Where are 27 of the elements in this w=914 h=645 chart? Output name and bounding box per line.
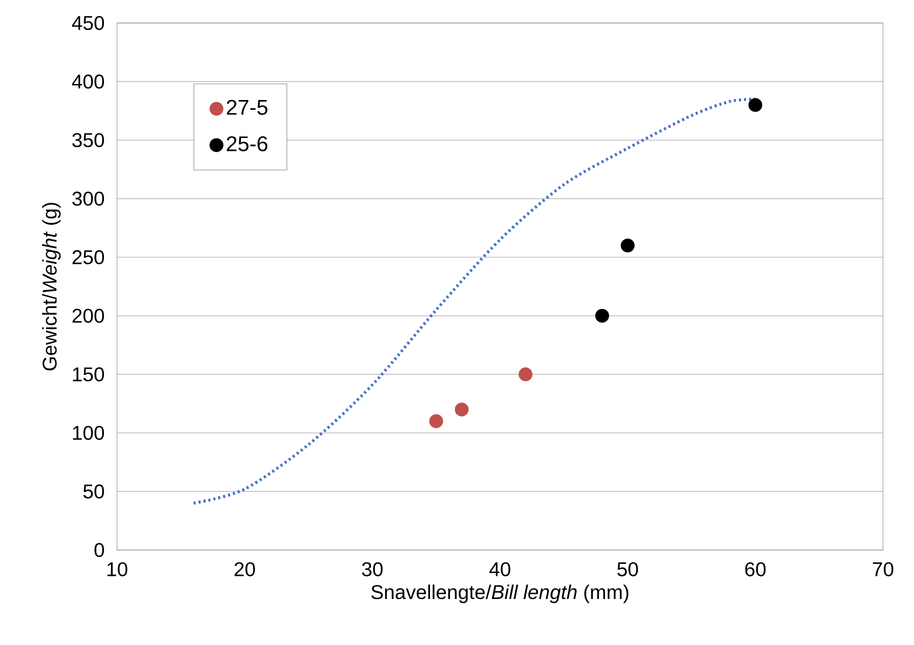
x-axis-title: Snavellengte/Bill length (mm) [371, 584, 628, 604]
point [518, 367, 532, 382]
legend-label: 25-6 [226, 136, 268, 152]
x-tick-label: 60 [745, 562, 766, 576]
point [454, 402, 469, 416]
point [429, 414, 444, 428]
x-tick-label: 20 [234, 562, 255, 576]
y-tick-label: 100 [73, 426, 104, 440]
x-tick-label: 40 [489, 562, 510, 576]
y-tick-label: 50 [83, 484, 104, 498]
y-tick-label: 200 [72, 308, 104, 323]
y-tick-label: 150 [73, 367, 104, 382]
x-tick-label: 10 [107, 562, 128, 576]
x-tick-label: 30 [362, 562, 383, 576]
point [748, 98, 762, 112]
x-tick-label: 70 [872, 562, 894, 576]
y-tick-label: 300 [72, 192, 104, 206]
y-tick-label: 400 [72, 74, 104, 89]
point [620, 238, 635, 252]
y-tick-label: 0 [94, 542, 104, 558]
y-tick-label: 450 [72, 16, 104, 30]
point [595, 308, 610, 323]
y-tick-label: 350 [72, 133, 104, 148]
x-tick-label: 50 [617, 562, 638, 576]
y-axis-title: Gewicht/Weight (g) [42, 202, 61, 370]
legend-label: 27-5 [226, 100, 268, 115]
y-tick-label: 250 [72, 250, 104, 264]
